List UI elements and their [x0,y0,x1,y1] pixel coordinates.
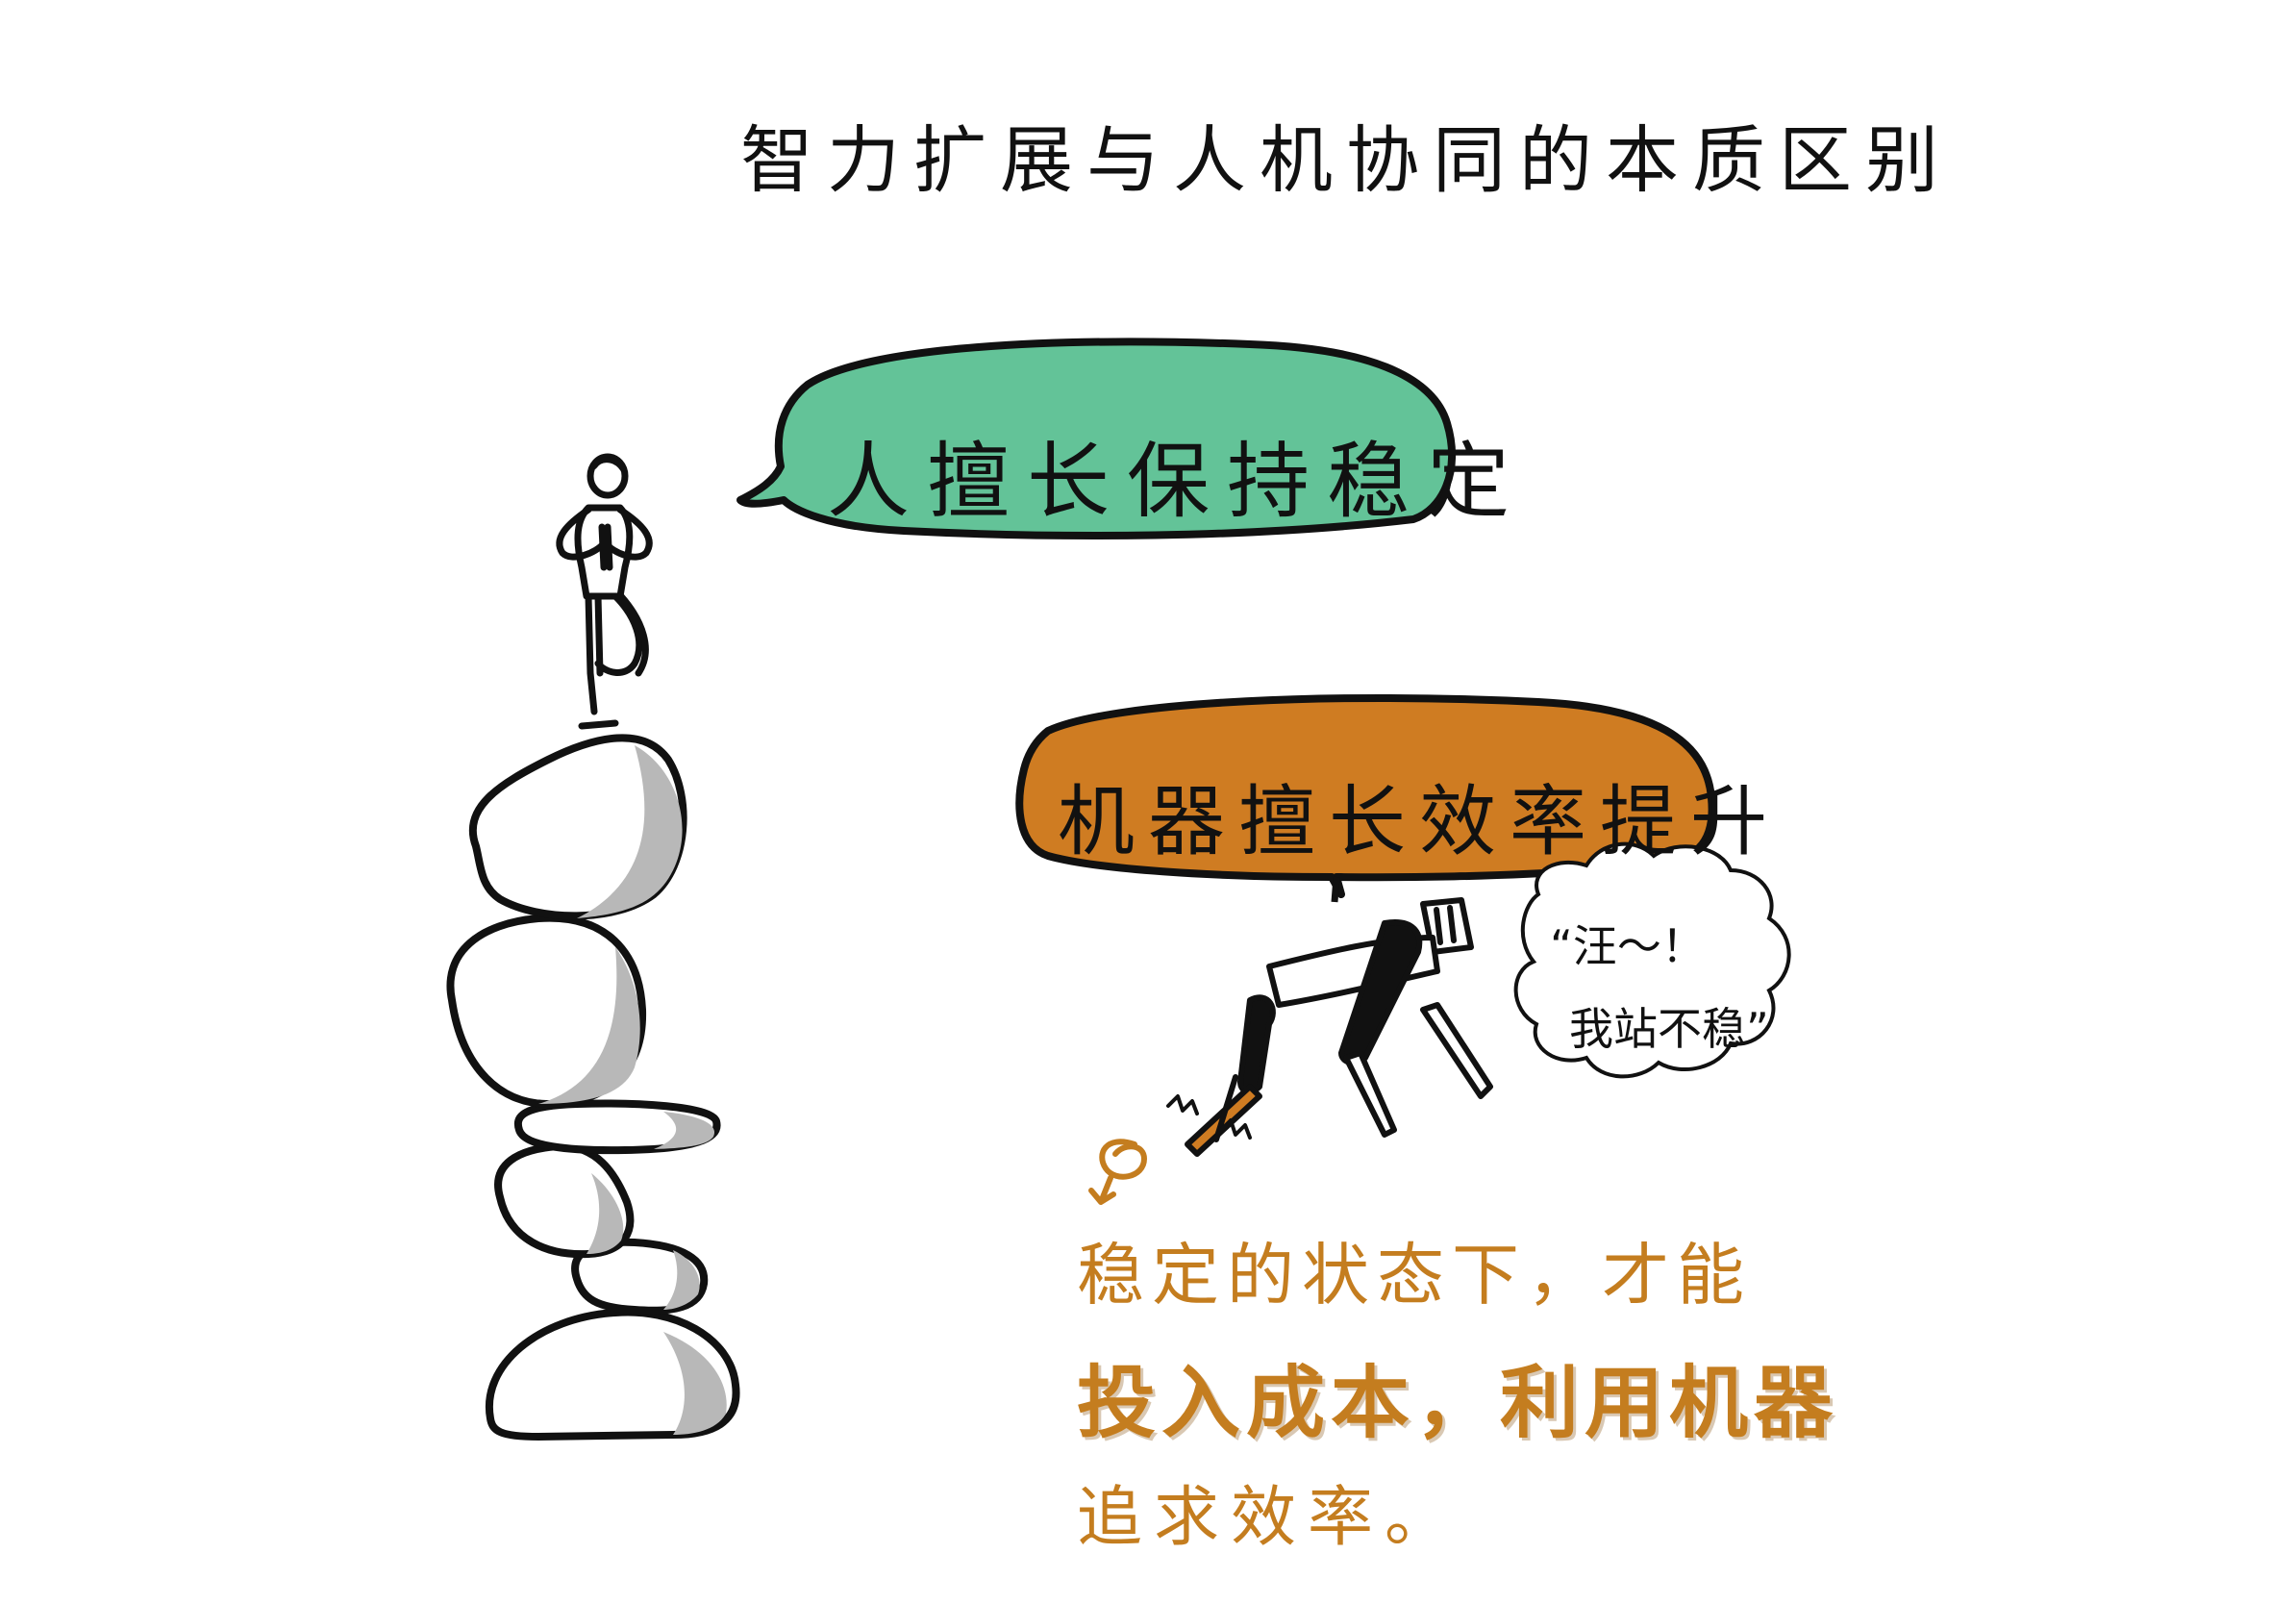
stone-stack [446,734,740,1441]
stone-top [468,734,687,920]
stone-bottom [485,1308,740,1441]
stone-large [446,914,647,1109]
person-figure [556,453,653,730]
note-line-2: 投入成本，利用机器 [1077,1358,1839,1449]
stone-middle [494,1141,635,1259]
speech-bubble-human [736,338,1457,539]
thought-bubble-line-1: “汪～！ [1550,920,1706,972]
thought-bubble [1513,841,1791,1079]
page-title: 智力扩展与人机协同的本质区别 [740,117,1952,203]
stone-flat [513,1099,721,1155]
orange-swirl-arrow [1088,1139,1148,1205]
speech-bubble-machine-text: 机器擅长效率提升 [1058,777,1781,866]
note-line-3: 追求效率。 [1077,1480,1462,1556]
robot-dog [1166,897,1493,1157]
note-line-1: 稳定的状态下，才能 [1077,1236,1752,1315]
speech-bubble-human-text: 人擅长保持稳定 [827,434,1527,530]
thought-bubble-line-2: 我站不稳” [1569,1003,1769,1055]
